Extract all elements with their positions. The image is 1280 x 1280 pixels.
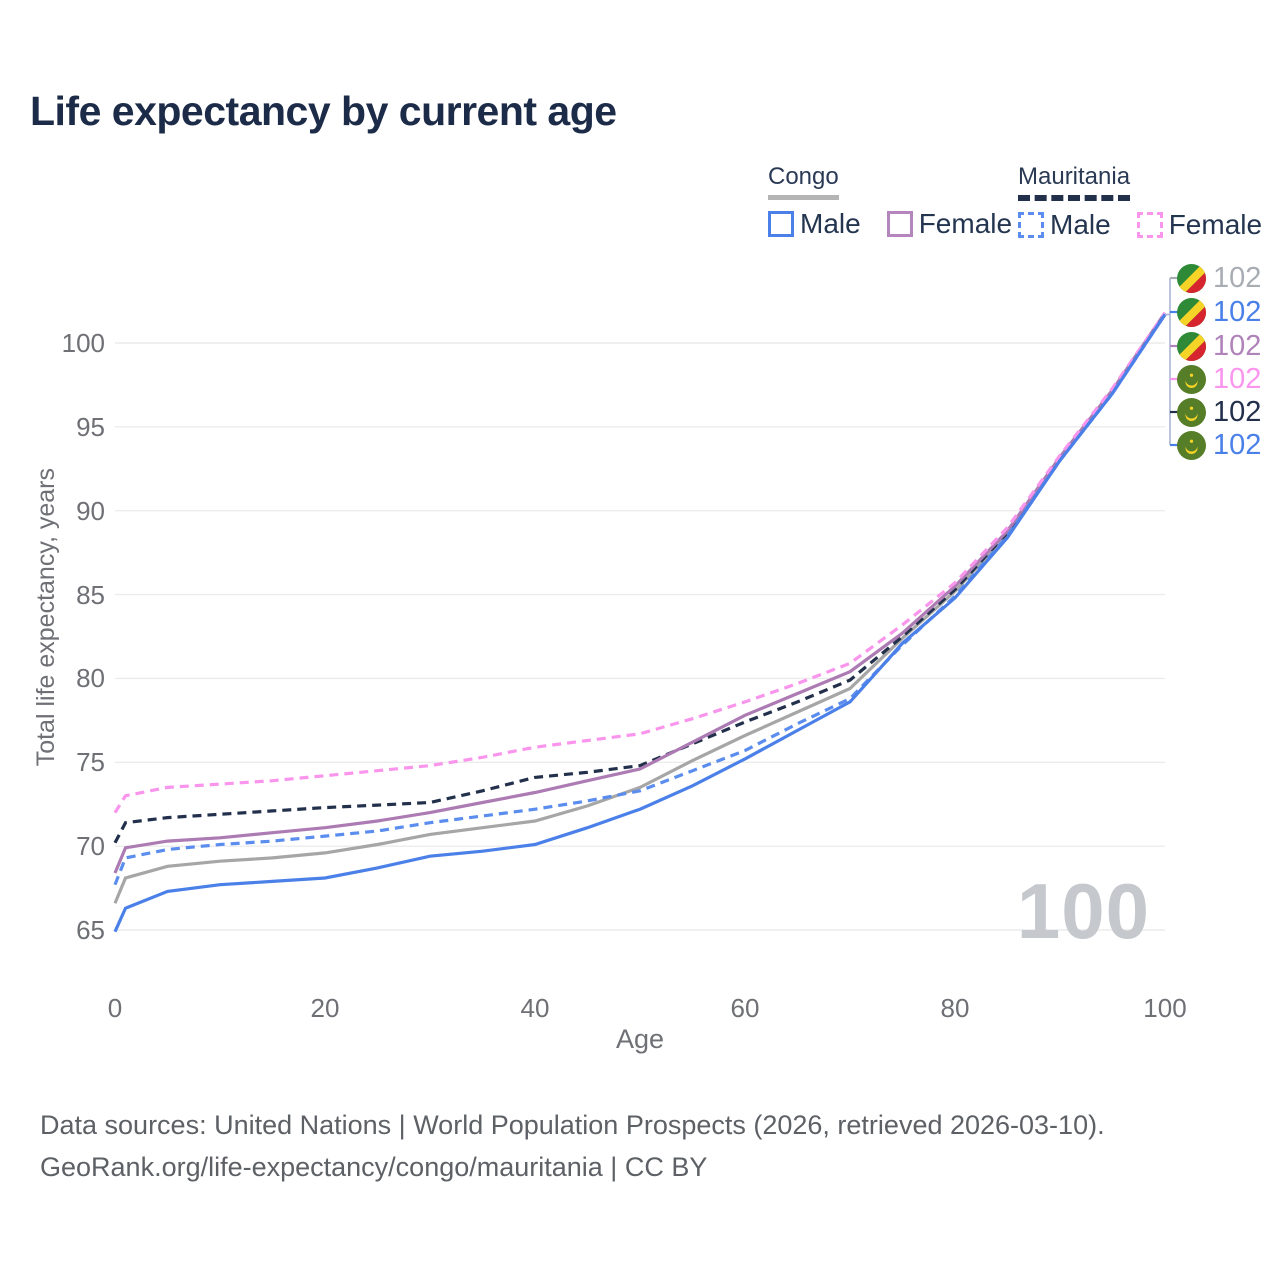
legend-heading-mauritania[interactable]: Mauritania <box>1018 163 1131 201</box>
legend-item-mauritania-male-label: Male <box>1050 209 1111 240</box>
series-line-congo[interactable] <box>113 313 1167 904</box>
mauritania-flag-icon <box>1177 398 1206 427</box>
end-label-value: 102 <box>1213 396 1262 428</box>
legend-group-mauritania: Mauritania Male Female <box>1018 163 1262 241</box>
x-tick-label: 20 <box>310 993 340 1023</box>
mauritania-female-swatch-icon <box>1136 212 1163 238</box>
legend-heading-mauritania-label: Mauritania <box>1018 163 1131 190</box>
legend-item-mauritania-female-label: Female <box>1168 209 1263 240</box>
end-label-value: 102 <box>1213 429 1262 461</box>
legend-item-congo-female-label: Female <box>918 208 1013 239</box>
x-tick-label: 100 <box>1143 993 1187 1023</box>
congo-solid-line-sample <box>768 195 839 200</box>
legend-heading-congo[interactable]: Congo <box>768 163 839 200</box>
congo-flag-icon <box>1177 264 1206 293</box>
age-counter-watermark: 100 <box>1016 867 1150 955</box>
y-tick-label: 85 <box>76 579 105 610</box>
series-line-mauritania[interactable] <box>113 313 1167 844</box>
y-tick-label: 95 <box>76 411 105 442</box>
end-label-value: 102 <box>1213 296 1262 328</box>
series-line-mauritania-male[interactable] <box>113 313 1167 886</box>
x-axis-title: Age <box>615 1024 665 1054</box>
congo-male-swatch-icon <box>768 211 794 237</box>
mauritania-flag-icon <box>1177 365 1206 394</box>
legend-heading-congo-label: Congo <box>768 163 839 190</box>
series-line-congo-female[interactable] <box>113 311 1167 874</box>
x-tick-label: 40 <box>520 993 550 1023</box>
end-label-value: 102 <box>1213 262 1262 294</box>
legend-item-congo-male[interactable]: Male <box>768 208 861 240</box>
series-line-mauritania-female[interactable] <box>113 311 1167 814</box>
footer-data-sources: Data sources: United Nations | World Pop… <box>40 1110 1105 1140</box>
y-tick-label: 100 <box>61 328 105 358</box>
end-label-value: 102 <box>1213 363 1262 395</box>
x-tick-label: 80 <box>940 993 970 1023</box>
x-tick-label: 60 <box>730 993 760 1023</box>
y-axis-title: Total life expectancy, years <box>32 468 60 767</box>
end-label-congo-male[interactable]: 102 <box>1177 296 1261 329</box>
y-tick-label: 80 <box>76 663 105 694</box>
end-label-congo[interactable]: 102 <box>1177 262 1261 295</box>
legend-item-mauritania-male[interactable]: Male <box>1018 209 1111 241</box>
legend-item-mauritania-female[interactable]: Female <box>1136 209 1263 241</box>
end-label-value: 102 <box>1213 330 1262 362</box>
x-tick-label: 0 <box>107 993 123 1023</box>
legend-item-congo-female[interactable]: Female <box>886 208 1013 240</box>
legend-group-congo: Congo Male Female <box>768 163 1012 240</box>
mauritania-male-swatch-icon <box>1018 212 1044 238</box>
congo-flag-icon <box>1177 298 1206 327</box>
series-line-congo-male[interactable] <box>113 313 1167 933</box>
end-label-mauritania-female[interactable]: 102 <box>1177 363 1261 396</box>
y-tick-label: 90 <box>76 495 105 526</box>
end-label-mauritania-male[interactable]: 102 <box>1177 429 1261 462</box>
end-label-congo-female[interactable]: 102 <box>1177 330 1261 363</box>
mauritania-dashed-line-sample <box>1018 195 1131 201</box>
end-label-mauritania[interactable]: 102 <box>1177 396 1261 429</box>
page-title: Life expectancy by current age <box>30 88 617 134</box>
footer-source-url: GeoRank.org/life-expectancy/congo/maurit… <box>40 1152 708 1182</box>
y-tick-label: 65 <box>76 915 105 945</box>
y-tick-label: 70 <box>76 831 105 862</box>
footer: Data sources: United Nations | World Pop… <box>40 1104 1105 1188</box>
y-tick-label: 75 <box>76 747 105 778</box>
congo-flag-icon <box>1177 332 1206 361</box>
congo-female-swatch-icon <box>886 211 913 237</box>
legend-item-congo-male-label: Male <box>800 208 861 239</box>
mauritania-flag-icon <box>1177 431 1206 460</box>
line-chart-plot[interactable] <box>0 0 1280 1080</box>
